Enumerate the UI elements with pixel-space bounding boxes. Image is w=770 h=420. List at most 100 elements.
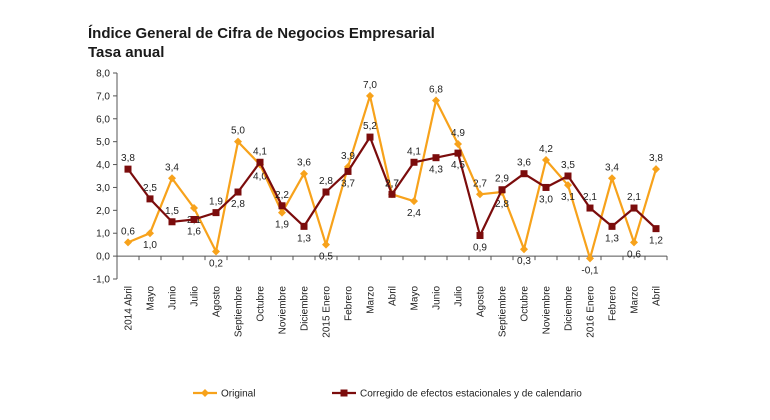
x-tick-label: Julio (190, 286, 201, 307)
data-label: 2,8 (495, 199, 509, 210)
data-label: 2,2 (275, 190, 289, 201)
x-tick-label: Junio (168, 286, 179, 310)
data-point-corrected (256, 158, 264, 166)
data-label: 4,1 (407, 146, 421, 157)
data-point-corrected (608, 222, 616, 230)
x-tick-label: Julio (454, 286, 465, 307)
data-label: 2,8 (231, 199, 245, 210)
x-tick-label: Agosto (476, 286, 487, 318)
legend-marker-corrected (340, 389, 348, 397)
data-point-corrected (520, 170, 528, 178)
legend-label-0: Original (221, 389, 255, 400)
legend-label-1: Corregido de efectos estacionales y de c… (360, 389, 582, 400)
data-point-corrected (410, 158, 418, 166)
data-point-corrected (278, 202, 286, 210)
y-tick-label: 6,0 (96, 114, 110, 125)
data-label: 1,5 (165, 206, 179, 217)
data-point-original (608, 174, 616, 183)
x-tick-label: Abril (388, 286, 399, 306)
data-label: 3,8 (649, 153, 663, 164)
x-tick-label: 2015 Enero (322, 286, 333, 338)
x-tick-label: Diciembre (300, 286, 311, 331)
x-tick-label: 2014 Abril (124, 286, 135, 330)
data-label: 0,5 (319, 252, 333, 263)
data-label: 0,9 (473, 243, 487, 254)
data-label: 2,8 (319, 176, 333, 187)
x-tick-label: Noviembre (542, 286, 553, 335)
data-point-original (432, 96, 440, 105)
data-label: 4,3 (429, 165, 443, 176)
x-tick-label: Mayo (146, 286, 157, 311)
data-label: 1,3 (297, 233, 311, 244)
data-point-original (366, 91, 374, 100)
x-tick-label: Septiembre (498, 286, 509, 338)
data-point-original (234, 137, 242, 146)
data-label: 3,5 (561, 160, 575, 171)
data-point-original (542, 155, 550, 164)
data-label: 0,6 (121, 226, 135, 237)
data-label: 3,7 (341, 178, 355, 189)
data-label: 2,7 (385, 178, 399, 189)
data-label: 2,4 (407, 208, 421, 219)
data-label: 4,1 (253, 146, 267, 157)
data-point-original (586, 254, 594, 263)
x-tick-label: Junio (432, 286, 443, 310)
data-point-corrected (212, 209, 220, 217)
data-point-original (564, 181, 572, 190)
y-tick-label: 4,0 (96, 160, 110, 171)
data-point-original (322, 240, 330, 249)
x-tick-label: Octubre (520, 286, 531, 322)
data-point-corrected (476, 232, 484, 240)
data-label: 0,6 (627, 249, 641, 260)
data-label: 1,9 (275, 220, 289, 231)
data-label: 0,3 (517, 256, 531, 267)
chart-title: Índice General de Cifra de Negocios Empr… (88, 25, 435, 42)
data-point-corrected (168, 218, 176, 226)
data-point-corrected (586, 204, 594, 212)
data-label: 3,8 (121, 153, 135, 164)
x-tick-label: Septiembre (234, 286, 245, 338)
data-label: 3,9 (341, 151, 355, 162)
data-label: 2,1 (627, 192, 641, 203)
x-tick-label: Febrero (344, 286, 355, 321)
series-line-0 (127, 94, 658, 260)
data-point-corrected (190, 215, 198, 223)
x-tick-label: Agosto (212, 286, 223, 318)
data-point-corrected (234, 188, 242, 196)
data-point-corrected (630, 204, 638, 212)
data-point-corrected (432, 154, 440, 162)
data-point-original (146, 229, 154, 238)
data-label: 4,0 (253, 172, 267, 183)
data-label: 1,6 (187, 226, 201, 237)
data-label: 1,3 (605, 233, 619, 244)
data-label: 3,1 (561, 192, 575, 203)
legend-marker-original (201, 389, 209, 397)
data-point-corrected (300, 222, 308, 230)
y-tick-label: -1,0 (93, 275, 111, 286)
data-label: 3,6 (297, 158, 311, 169)
data-point-original (652, 165, 660, 174)
data-point-corrected (652, 225, 660, 233)
data-point-corrected (124, 165, 132, 173)
data-label: 3,6 (517, 158, 531, 169)
y-tick-label: 1,0 (96, 229, 110, 240)
x-tick-label: Abril (652, 286, 663, 306)
data-point-original (476, 190, 484, 199)
x-tick-label: Noviembre (278, 286, 289, 335)
data-point-original (190, 204, 198, 213)
data-point-corrected (564, 172, 572, 180)
y-tick-label: 3,0 (96, 183, 110, 194)
data-label: 7,0 (363, 80, 377, 91)
data-point-corrected (366, 133, 374, 141)
data-point-original (212, 247, 220, 256)
data-label: 1,9 (209, 197, 223, 208)
data-point-original (410, 197, 418, 206)
x-tick-label: Mayo (410, 286, 421, 311)
data-label: 2,7 (473, 178, 487, 189)
data-label: -0,1 (581, 265, 599, 276)
data-point-original (124, 238, 132, 247)
data-label: 1,2 (649, 236, 663, 247)
data-label: 4,5 (451, 160, 465, 171)
data-label: 2,1 (583, 192, 597, 203)
data-point-original (168, 174, 176, 183)
